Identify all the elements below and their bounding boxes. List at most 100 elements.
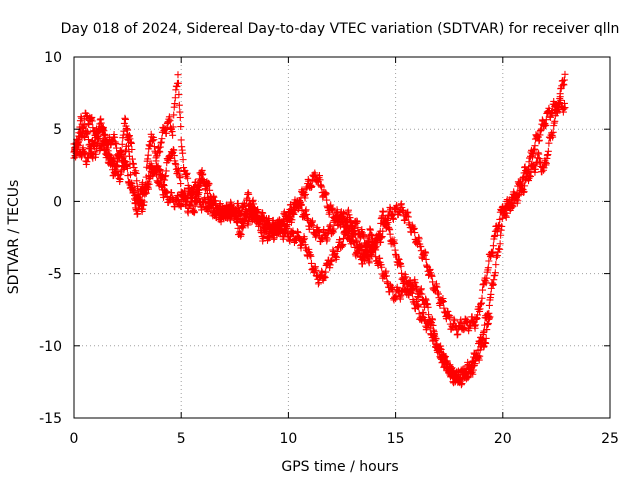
data-point xyxy=(307,252,315,260)
x-tick-label: 20 xyxy=(494,431,512,447)
data-point xyxy=(489,248,497,256)
data-point xyxy=(376,227,384,235)
data-point xyxy=(124,172,132,180)
data-point xyxy=(380,214,388,222)
data-point xyxy=(391,239,399,247)
data-point xyxy=(233,217,241,225)
data-point xyxy=(169,123,177,131)
data-point xyxy=(170,111,178,119)
y-tick-label: -5 xyxy=(48,267,62,283)
data-point xyxy=(142,181,150,189)
y-tick-label: 10 xyxy=(44,50,62,66)
data-point xyxy=(507,204,515,212)
data-point xyxy=(188,193,196,201)
data-point xyxy=(542,116,550,124)
data-point xyxy=(177,136,185,144)
data-point xyxy=(531,142,539,150)
data-point xyxy=(142,173,150,181)
data-point xyxy=(309,222,317,230)
x-tick-label: 10 xyxy=(279,431,297,447)
data-point xyxy=(121,115,129,123)
data-point xyxy=(259,235,267,243)
data-point xyxy=(482,334,490,342)
data-point xyxy=(308,182,316,190)
data-point xyxy=(177,180,185,188)
data-point xyxy=(496,240,504,248)
data-point xyxy=(289,229,297,237)
data-point xyxy=(439,298,447,306)
data-point xyxy=(433,340,441,348)
data-point xyxy=(379,208,387,216)
data-point xyxy=(333,253,341,261)
data-point xyxy=(104,140,112,148)
data-point xyxy=(487,290,495,298)
data-point xyxy=(301,235,309,243)
data-point xyxy=(130,189,138,197)
data-point xyxy=(544,147,552,155)
data-point xyxy=(209,200,217,208)
data-point xyxy=(245,190,253,198)
data-point xyxy=(176,113,184,121)
data-point xyxy=(78,114,86,122)
data-point xyxy=(199,170,207,178)
x-tick-label: 25 xyxy=(601,431,619,447)
data-point xyxy=(444,359,452,367)
y-axis-label: SDTVAR / TECUs xyxy=(6,180,22,295)
data-point xyxy=(386,230,394,238)
data-point xyxy=(426,318,434,326)
data-point xyxy=(339,241,347,249)
data-point xyxy=(176,174,184,182)
x-axis-label: GPS time / hours xyxy=(281,459,398,475)
data-point xyxy=(397,262,405,270)
data-point xyxy=(75,142,83,150)
axis-ticks: 0 5 10 15 20 25 -15 -10 -5 0 5 10 xyxy=(39,50,619,447)
data-point xyxy=(561,70,569,78)
data-point xyxy=(322,190,330,198)
data-point xyxy=(118,148,126,156)
data-point xyxy=(378,263,386,271)
data-point xyxy=(478,294,486,302)
data-point xyxy=(561,104,569,112)
x-tick-label: 5 xyxy=(177,431,186,447)
data-point xyxy=(150,136,158,144)
data-point xyxy=(277,227,285,235)
data-point xyxy=(471,360,479,368)
data-point xyxy=(347,218,355,226)
data-point xyxy=(415,303,423,311)
data-point xyxy=(144,151,152,159)
data-point xyxy=(513,189,521,197)
data-point xyxy=(307,259,315,267)
data-series xyxy=(70,70,569,389)
data-point xyxy=(382,272,390,280)
data-point xyxy=(422,249,430,257)
data-point xyxy=(549,128,557,136)
x-tick-label: 15 xyxy=(387,431,405,447)
x-tick-label: 0 xyxy=(70,431,79,447)
data-point xyxy=(84,129,92,137)
data-point xyxy=(298,207,306,215)
data-point xyxy=(123,164,131,172)
data-point xyxy=(174,79,182,87)
data-point xyxy=(288,216,296,224)
data-point xyxy=(496,215,504,223)
y-tick-label: 5 xyxy=(53,122,62,138)
chart-title: Day 018 of 2024, Sidereal Day-to-day VTE… xyxy=(61,21,620,37)
y-tick-label: 0 xyxy=(53,194,62,210)
data-point xyxy=(118,140,126,148)
data-point xyxy=(242,211,250,219)
data-point xyxy=(152,154,160,162)
data-point xyxy=(424,303,432,311)
data-point xyxy=(127,139,135,147)
data-point xyxy=(360,233,368,241)
data-point xyxy=(203,182,211,190)
data-point xyxy=(237,230,245,238)
data-point xyxy=(256,220,264,228)
data-point xyxy=(491,269,499,277)
data-point xyxy=(353,218,361,226)
data-point xyxy=(80,121,88,129)
data-point xyxy=(177,123,185,131)
data-point xyxy=(489,242,497,250)
series-3 xyxy=(70,114,494,389)
plot-frame xyxy=(73,56,611,419)
data-point xyxy=(132,169,140,177)
